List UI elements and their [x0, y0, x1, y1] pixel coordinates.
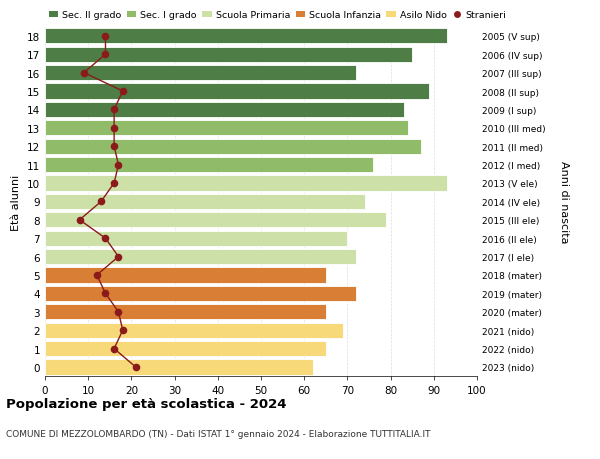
Bar: [45, 360, 313, 375]
Bar: [45, 140, 421, 154]
Bar: [45, 158, 373, 173]
Text: COMUNE DI MEZZOLOMBARDO (TN) - Dati ISTAT 1° gennaio 2024 - Elaborazione TUTTITA: COMUNE DI MEZZOLOMBARDO (TN) - Dati ISTA…: [6, 429, 431, 438]
Bar: [45, 341, 326, 356]
Bar: [45, 29, 447, 44]
Point: [113, 308, 123, 316]
Point: [101, 33, 110, 40]
Y-axis label: Anni di nascita: Anni di nascita: [559, 161, 569, 243]
Point: [109, 180, 119, 187]
Bar: [45, 66, 356, 81]
Bar: [45, 84, 430, 99]
Point: [97, 198, 106, 206]
Bar: [45, 121, 408, 136]
Point: [101, 235, 110, 242]
Bar: [45, 286, 356, 301]
Point: [113, 162, 123, 169]
Point: [118, 327, 128, 334]
Point: [109, 125, 119, 132]
Bar: [45, 231, 347, 246]
Point: [131, 364, 140, 371]
Point: [109, 106, 119, 114]
Legend: Sec. II grado, Sec. I grado, Scuola Primaria, Scuola Infanzia, Asilo Nido, Stran: Sec. II grado, Sec. I grado, Scuola Prim…: [45, 7, 510, 24]
Point: [109, 345, 119, 353]
Bar: [45, 103, 404, 118]
Text: Popolazione per età scolastica - 2024: Popolazione per età scolastica - 2024: [6, 397, 287, 410]
Bar: [45, 268, 326, 283]
Point: [101, 51, 110, 59]
Point: [101, 290, 110, 297]
Y-axis label: Età alunni: Età alunni: [11, 174, 22, 230]
Point: [92, 272, 101, 279]
Bar: [45, 323, 343, 338]
Point: [79, 70, 89, 77]
Bar: [45, 305, 326, 319]
Bar: [45, 195, 365, 209]
Bar: [45, 213, 386, 228]
Bar: [45, 176, 447, 191]
Point: [113, 253, 123, 261]
Point: [118, 88, 128, 95]
Bar: [45, 48, 412, 62]
Bar: [45, 250, 356, 264]
Point: [75, 217, 85, 224]
Point: [109, 143, 119, 151]
